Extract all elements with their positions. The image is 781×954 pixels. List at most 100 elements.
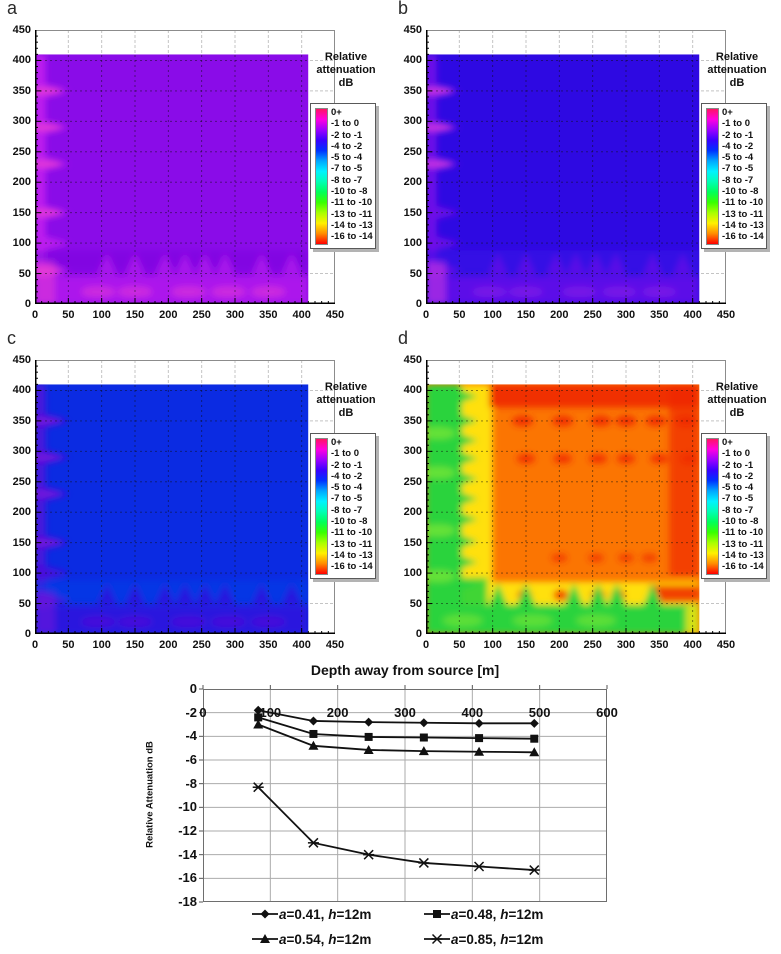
panel-a-legend-box: 0+ -1 to 0 -2 to -1 -4 to -2 -5 to -4 -7 to -… — [310, 103, 376, 249]
panel-a-x-tick-label: 450 — [325, 309, 345, 321]
legend-label-part: a — [279, 906, 287, 922]
panel-c-y-tick-label: 350 — [12, 414, 31, 427]
legend-title-line: Relative — [324, 381, 368, 393]
legend-label-part: =0.41, — [286, 906, 329, 922]
legend-entry: -2 to -1 — [331, 129, 363, 141]
legend-entry: -11 to -10 — [722, 527, 764, 539]
panel-b-y-tick-label: 400 — [403, 54, 422, 67]
legend-label-part: =0.85, — [458, 931, 501, 947]
panel-d-y-tick-label: 300 — [403, 445, 422, 458]
panel-b-x-tick-label: 100 — [483, 309, 502, 321]
panel-d-plot-area — [425, 359, 727, 635]
legend-entry: -2 to -1 — [331, 459, 363, 471]
colorbar-gradient — [706, 438, 719, 575]
panel-a-y-tick-label: 450 — [12, 24, 31, 36]
line-chart-x-tick-label: 500 — [528, 704, 551, 720]
legend-entry: -16 to -14 — [722, 561, 764, 573]
legend-title-line: Relative — [715, 51, 759, 63]
legend-title-line: Relative — [715, 381, 759, 393]
panel-a-x-tick-label: 400 — [292, 309, 311, 321]
panel-d-y-tick-label: 100 — [403, 567, 422, 580]
legend-item-label: a=0.41, h=12m — [279, 907, 371, 922]
panel-d-x-tick-label: 0 — [422, 639, 430, 651]
legend-entry: -1 to 0 — [722, 118, 750, 130]
legend-entry: -7 to -5 — [331, 493, 363, 505]
line-series-3 — [253, 719, 540, 757]
line-chart-y-axis-label: Relative Attenuation dB — [144, 741, 156, 848]
panel-c-x-tick-label: 150 — [125, 639, 145, 651]
panel-a-x-tick-label: 50 — [62, 309, 75, 321]
legend-entry: -4 to -2 — [722, 470, 754, 482]
panel-d-y-tick-label: 250 — [403, 475, 422, 488]
panel-a-y-tick-label: 100 — [12, 237, 31, 250]
panel-a-y-tick-label: 50 — [18, 267, 31, 280]
legend-entry: -10 to -8 — [331, 186, 368, 198]
legend-label-part: =12m — [508, 906, 544, 922]
colorbar-gradient — [315, 108, 328, 245]
legend-label-part: a — [451, 931, 459, 947]
heatmap-c-svg — [34, 359, 336, 635]
line-series-4 — [252, 782, 540, 876]
panel-c-x-tick-label: 450 — [325, 639, 345, 651]
line-chart-y-tick-label: 0 — [189, 681, 197, 696]
panel-a-y-tick-label: 0 — [24, 298, 31, 310]
line-chart-x-tick-label: 400 — [461, 704, 484, 720]
line-chart-x-tick-label: 100 — [259, 704, 282, 720]
legend-label-part: h — [328, 931, 337, 947]
panel-c-x-tick-label: 100 — [92, 639, 111, 651]
legend-entry: 0+ — [331, 437, 342, 448]
panel-d-y-tick-label: 0 — [415, 628, 422, 640]
line-chart-y-tick-label: -10 — [178, 799, 197, 815]
panel-d-x-tick-label: 150 — [516, 639, 536, 651]
line-chart-y-tick-label: -16 — [178, 870, 197, 886]
panel-b-x-tick-label: 250 — [583, 309, 602, 321]
panel-c-letter: c — [7, 328, 16, 348]
legend-entry: -10 to -8 — [722, 516, 759, 528]
legend-entry: -13 to -11 — [722, 208, 764, 220]
panel-d-x-tick-label: 450 — [716, 639, 736, 651]
panel-d-x-tick-label: 100 — [483, 639, 502, 651]
legend-entries: 0+ -1 to 0 -2 to -1 -4 to -2 -5 to -4 -7 to -… — [722, 437, 764, 573]
legend-title-line: Relative — [324, 51, 368, 63]
panel-b-y-tick-label: 150 — [403, 206, 422, 219]
legend-entry: -13 to -11 — [331, 538, 373, 550]
line-chart-y-tick-label: -12 — [178, 823, 197, 838]
panel-c-y-tick-label: 300 — [12, 445, 31, 458]
heatmap-panel-c: c 0 0 50 50 100 100 150 150 200 200 250 250 300 300 350… — [0, 328, 390, 660]
panel-c-x-tick-label: 0 — [31, 639, 39, 651]
legend-label-part: =0.48, — [458, 906, 501, 922]
line-chart-legend-item-3: a=0.54, h=12m — [252, 930, 371, 948]
panel-d-legend-box: 0+ -1 to 0 -2 to -1 -4 to -2 -5 to -4 -7 to -… — [701, 433, 767, 579]
legend-entry: 0+ — [722, 437, 733, 448]
panel-b-plot-area — [425, 29, 727, 305]
panel-d-y-tick-label: 150 — [403, 536, 422, 549]
panel-d-y-tick-label: 400 — [403, 384, 422, 397]
legend-entry: -5 to -4 — [331, 482, 363, 494]
line-chart-legend-item-1: a=0.41, h=12m — [252, 905, 371, 923]
panel-d-x-tick-label: 300 — [616, 639, 636, 651]
line-chart-legend-item-2: a=0.48, h=12m — [424, 905, 543, 923]
legend-entry: 0+ — [331, 107, 342, 118]
panel-b-letter: b — [398, 0, 409, 18]
panel-a-y-tick-label: 400 — [12, 54, 31, 67]
line-chart-x-tick-label: 200 — [326, 704, 349, 720]
line-chart-plot-svg — [199, 685, 608, 903]
panel-a-letter: a — [7, 0, 18, 18]
line-chart-y-tick-label: -18 — [178, 894, 197, 909]
legend-item-label: a=0.54, h=12m — [279, 932, 371, 947]
panel-b-y-tick-label: 350 — [403, 84, 422, 97]
panel-c-y-tick-label: 250 — [12, 475, 31, 488]
panel-a-y-tick-label: 300 — [12, 115, 31, 128]
legend-entries: 0+ -1 to 0 -2 to -1 -4 to -2 -5 to -4 -7 to -… — [331, 437, 373, 573]
legend-entries: 0+ -1 to 0 -2 to -1 -4 to -2 -5 to -4 -7 to -… — [331, 107, 373, 243]
triangle-marker-icon — [252, 934, 278, 943]
panel-c-y-tick-label: 50 — [18, 597, 31, 610]
panel-b-y-tick-label: 100 — [403, 237, 422, 250]
panel-d-y-tick-label: 50 — [409, 597, 422, 610]
panel-c-x-tick-label: 300 — [225, 639, 245, 651]
legend-entry: -7 to -5 — [331, 163, 363, 175]
diamond-marker-icon — [252, 909, 278, 919]
colorbar-gradient — [315, 438, 328, 575]
legend-item-label: a=0.48, h=12m — [451, 907, 543, 922]
legend-entry: -13 to -11 — [331, 208, 373, 220]
